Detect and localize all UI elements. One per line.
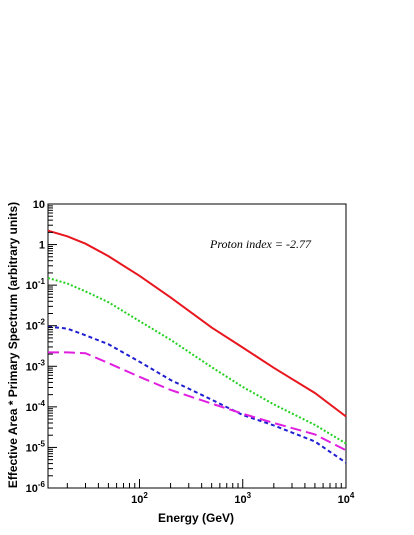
x-tick-label: 102 <box>131 491 148 506</box>
x-tick-label: 104 <box>338 491 355 506</box>
y-tick-label: 10-4 <box>26 399 46 414</box>
y-tick-label: 10-5 <box>26 439 46 454</box>
plot-frame <box>47 203 347 489</box>
annotation-label: Proton index = -2.77 <box>209 237 312 251</box>
y-tick-label: 10-2 <box>26 318 46 333</box>
series-line-1 <box>47 229 347 418</box>
y-tick-label: 10-3 <box>26 358 46 373</box>
y-axis-label: Effective Area * Primary Spectrum (arbit… <box>6 202 20 488</box>
y-tick-label: 10-6 <box>26 480 46 495</box>
y-tick-label: 10-1 <box>26 277 46 292</box>
x-axis-label: Energy (GeV) <box>158 511 234 525</box>
series-line-2 <box>47 277 347 445</box>
y-tick-label: 10 <box>33 199 45 211</box>
series-line-3 <box>47 325 347 464</box>
series-line-4 <box>48 351 347 452</box>
y-tick-label: 1 <box>39 240 45 252</box>
x-tick-label: 103 <box>234 491 251 506</box>
